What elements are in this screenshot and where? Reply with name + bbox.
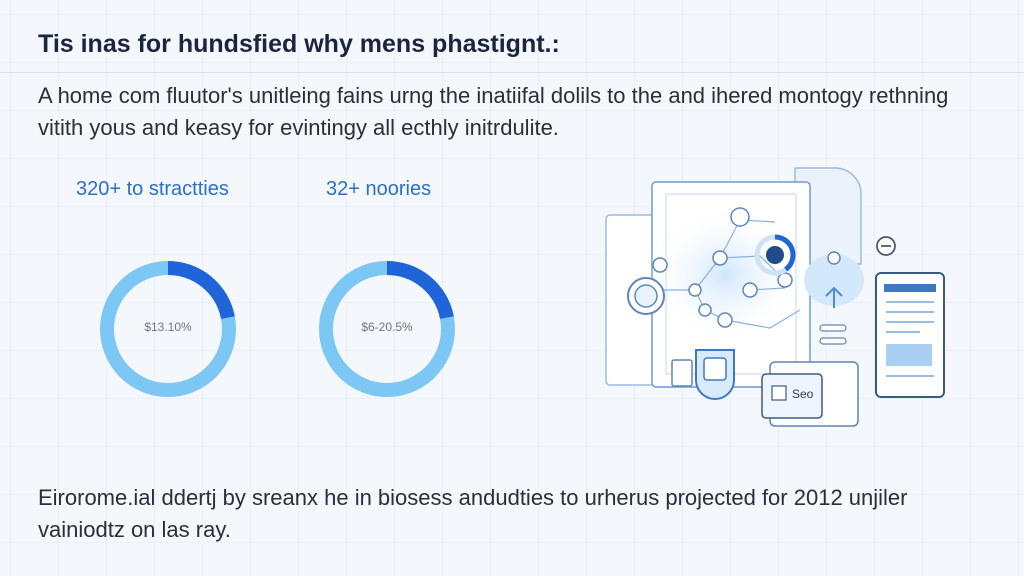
stat-label-1: 320+ to stractties <box>76 178 229 200</box>
ring-value-text: $6-20.5% <box>361 320 413 334</box>
donut-ring-1: $13.10% <box>97 258 239 400</box>
card-text: Seo <box>792 387 814 401</box>
network-hub-icon <box>652 207 793 328</box>
circle-minus-icon <box>876 236 896 256</box>
footer-paragraph: Eirorome.ial ddertj by sreanx he in bios… <box>38 485 908 542</box>
intro-paragraph: A home com fluutor's unitleing fains urn… <box>38 83 949 140</box>
ring-value-arc <box>100 261 236 397</box>
ring-value-text: $13.10% <box>144 320 192 334</box>
donut-chart-icon <box>754 234 796 276</box>
upload-icon <box>804 251 864 308</box>
donut-ring-2: $6-20.5% <box>316 258 458 400</box>
card-icon: Seo <box>761 361 859 427</box>
panel-tall <box>794 167 862 265</box>
dashboard-illustration: Seo <box>600 160 950 430</box>
stat-label-2: 32+ noories <box>326 178 432 200</box>
document-icon <box>875 272 945 398</box>
ring-value-arc <box>319 261 455 397</box>
page-title: Tis inas for hundsfied why mens phastign… <box>38 30 560 58</box>
title-divider <box>0 72 1024 73</box>
